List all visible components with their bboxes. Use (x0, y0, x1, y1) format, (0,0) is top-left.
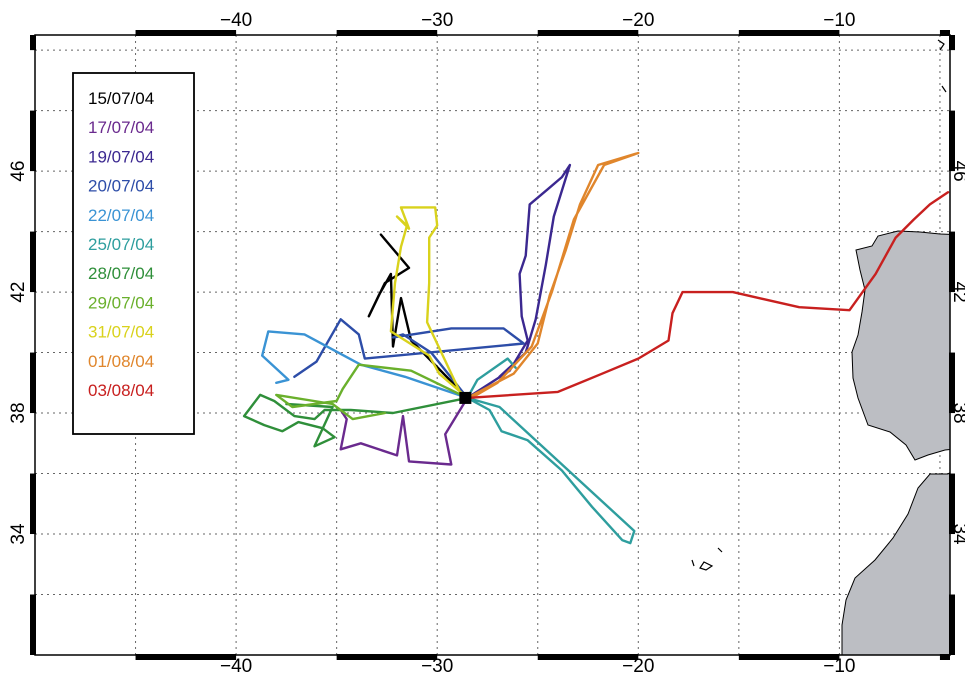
frame-bar-left (30, 594, 36, 655)
axis-labels: −40 −40 −30 −30 −20 −20 −10 −10 34 38 42 46 46 42 38 34 (8, 10, 965, 675)
frame-bar-bottom (135, 654, 237, 660)
trajectory-19-07-04 (466, 163, 572, 400)
trajectory-20-07-04 (293, 318, 525, 400)
trajectory-25-07-04 (466, 357, 636, 545)
legend-entry: 29/07/04 (88, 293, 154, 312)
northern-coast (937, 39, 947, 93)
legend-entry: 25/07/04 (88, 235, 154, 254)
lat-tick-label-right: 46 (949, 161, 965, 182)
trajectory-31-07-04 (389, 206, 469, 400)
trajectory-01-08-04 (466, 151, 640, 400)
trajectory-28-07-04 (242, 393, 469, 448)
frame-bar-right (949, 35, 955, 51)
frame-bar-bottom (336, 654, 438, 660)
legend-entry: 01/08/04 (88, 352, 154, 371)
lon-tick-label-top: −30 (421, 10, 453, 31)
legend-entry: 31/07/04 (88, 323, 154, 342)
land-masses (691, 39, 950, 655)
frame-bar-right (949, 352, 955, 414)
legend-entry: 22/07/04 (88, 206, 154, 225)
legend-entry: 19/07/04 (88, 147, 154, 166)
lon-tick-label-bottom: −10 (823, 656, 855, 675)
legend-box (72, 72, 195, 435)
trajectory-22-07-04 (261, 330, 469, 400)
canary-islands (691, 547, 723, 571)
frame-bar-top (336, 30, 438, 36)
frame-bar-right (949, 473, 955, 535)
lat-tick-label-left: 38 (8, 402, 29, 423)
northwest-africa (841, 471, 950, 655)
legend-entry: 03/08/04 (88, 381, 154, 400)
lon-tick-label-bottom: −40 (220, 656, 252, 675)
launch-point-marker (459, 391, 472, 404)
frame-bar-right (949, 231, 955, 293)
legend-entry: 20/07/04 (88, 177, 154, 196)
frame-bar-bottom (537, 654, 639, 660)
lat-tick-label-right: 38 (949, 402, 965, 423)
frame-bar-top (939, 30, 950, 36)
map-frame (30, 30, 955, 660)
frame-bar-left (30, 352, 36, 414)
frame-bar-bottom (738, 654, 840, 660)
lat-tick-label-left: 34 (8, 523, 29, 545)
frame-bar-top (738, 30, 840, 36)
frame-bar-left (30, 473, 36, 535)
frame-bar-top (537, 30, 639, 36)
lat-tick-label-left: 46 (8, 161, 29, 182)
frame-bar-top (135, 30, 237, 36)
graticule (35, 35, 950, 655)
legend: 15/07/04 17/07/04 19/07/04 20/07/04 22/07/04… (72, 72, 195, 435)
legend-entry: 15/07/04 (88, 89, 154, 108)
lat-tick-label-right: 34 (949, 523, 965, 545)
frame-bar-left (30, 231, 36, 293)
lon-tick-label-top: −10 (823, 10, 855, 31)
trajectory-17-07-04 (339, 396, 469, 466)
iberian-peninsula (851, 230, 950, 461)
trajectory-lines (242, 151, 950, 545)
frame-bar-bottom (939, 654, 950, 660)
legend-entry: 17/07/04 (88, 118, 154, 137)
lon-tick-label-top: −40 (220, 10, 252, 31)
lon-tick-label-bottom: −20 (622, 656, 654, 675)
frame-outline (34, 34, 951, 656)
legend-entry: 28/07/04 (88, 264, 154, 283)
lon-tick-label-top: −20 (622, 10, 654, 31)
lat-tick-label-right: 42 (949, 282, 965, 303)
trajectory-29-07-04 (275, 363, 469, 421)
lat-tick-label-left: 42 (8, 282, 29, 303)
trajectory-03-08-04 (466, 191, 950, 400)
frame-bar-left (30, 35, 36, 51)
lon-tick-label-bottom: −30 (421, 656, 453, 675)
frame-bar-left (30, 110, 36, 172)
frame-bar-right (949, 594, 955, 655)
frame-bar-right (949, 110, 955, 172)
